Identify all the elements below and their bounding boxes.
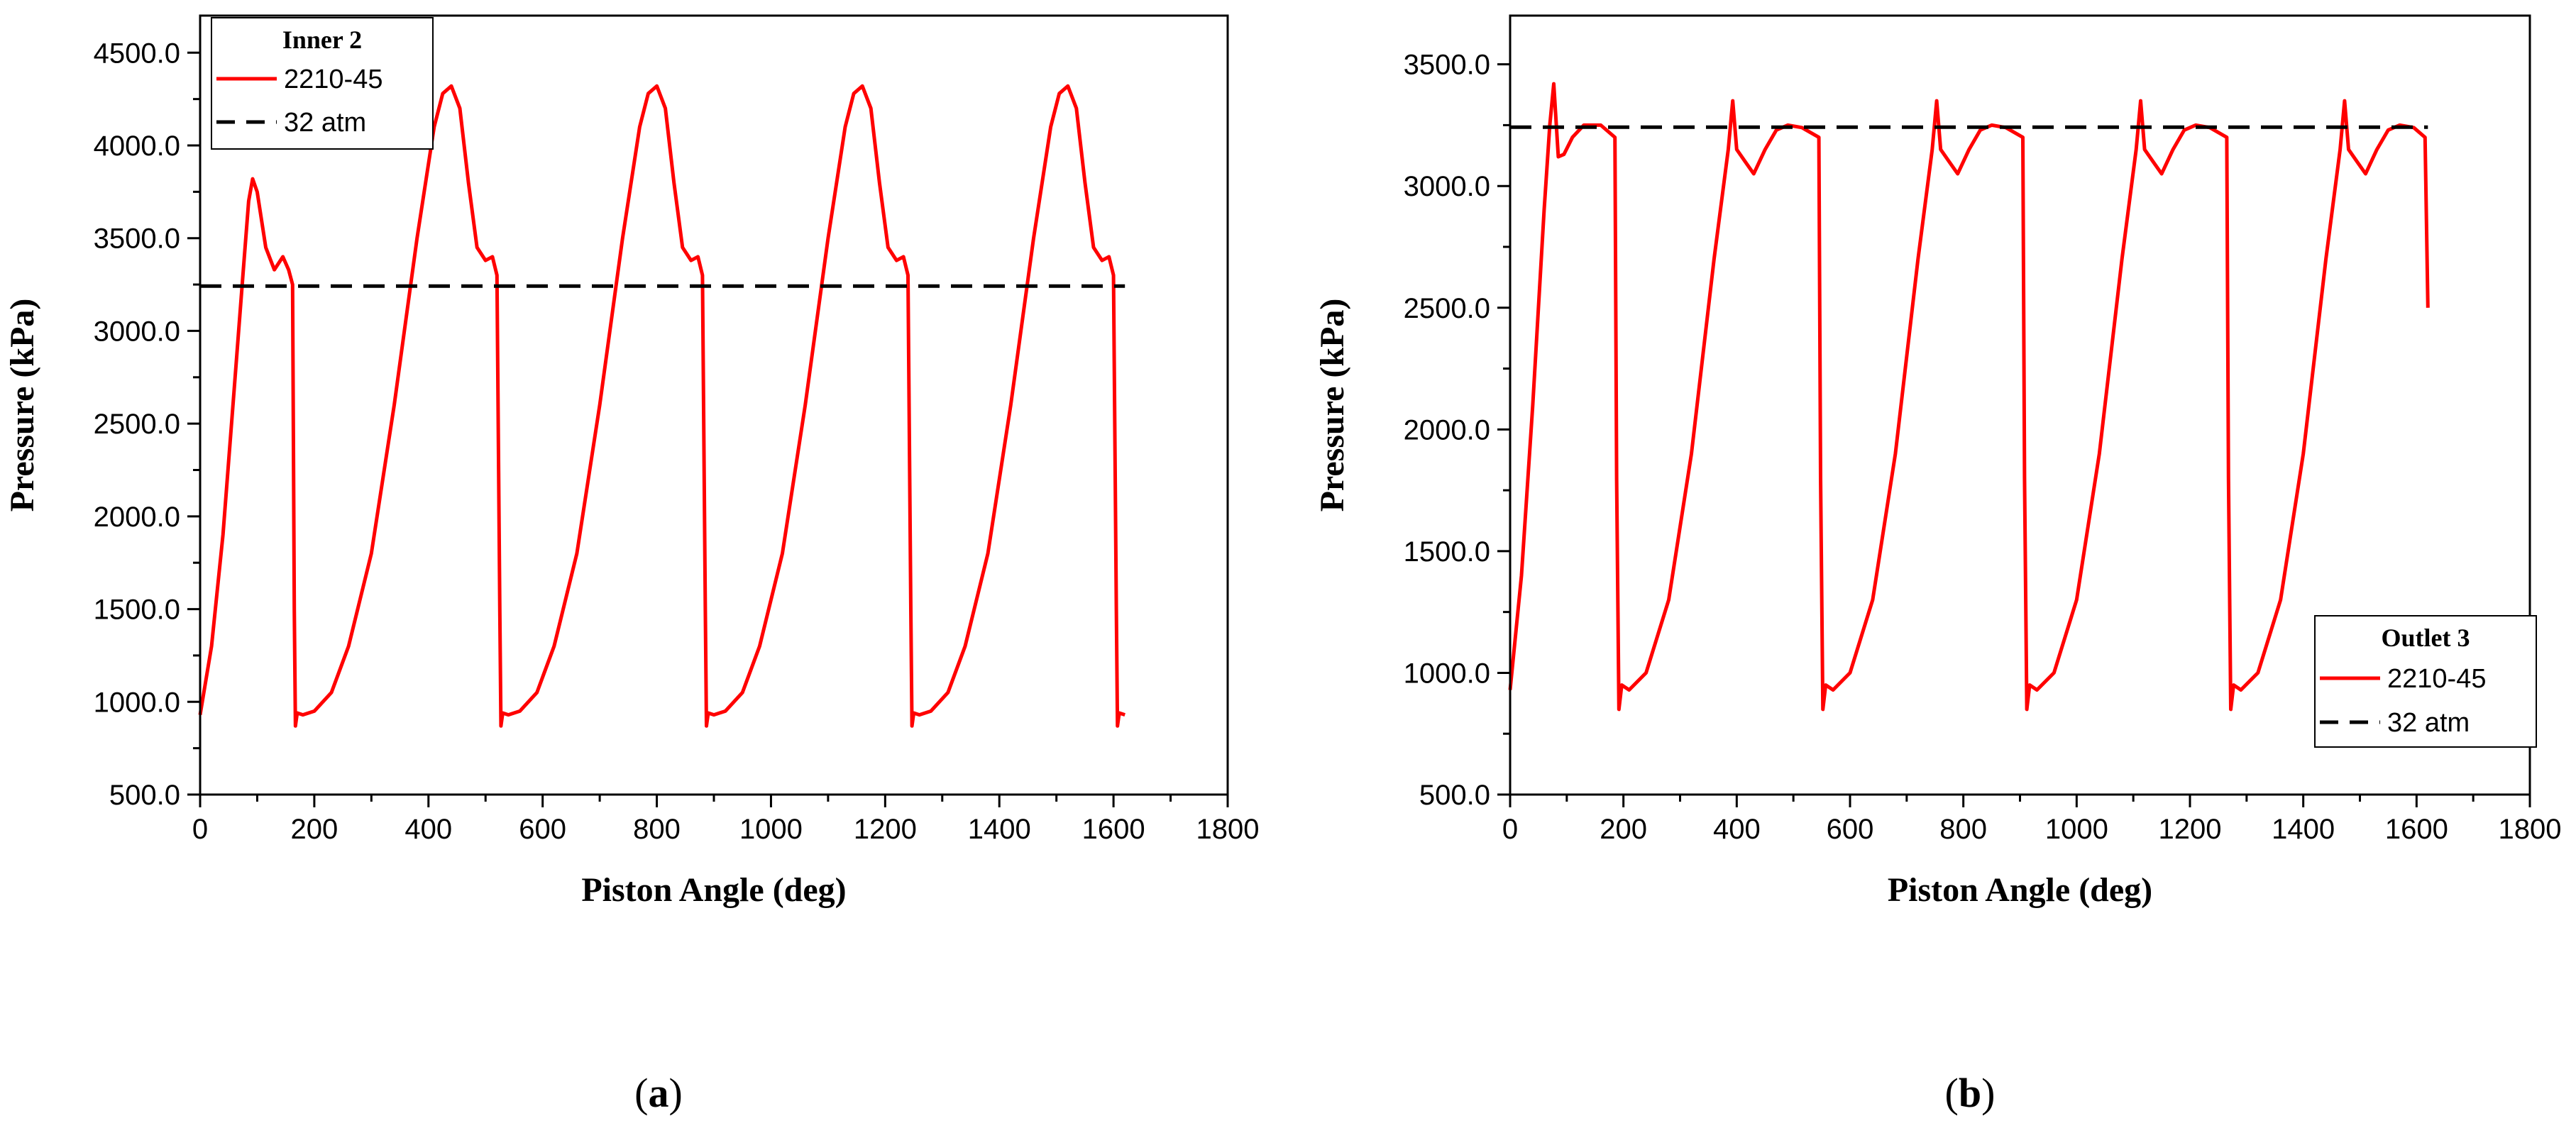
panel-label-a: (a) xyxy=(634,1070,683,1116)
panel-label-b: (b) xyxy=(1945,1070,1996,1116)
y-tick-label: 3500.0 xyxy=(1404,50,1490,81)
x-tick-label: 200 xyxy=(291,814,338,845)
x-axis-title-b: Piston Angle (deg) xyxy=(1888,871,2152,909)
x-tick-label: 600 xyxy=(519,814,566,845)
y-tick-label: 1500.0 xyxy=(1404,536,1490,568)
x-axis-ticks-a: 0 200 400 600 800 1000 1200 1400 1600 1800 xyxy=(192,795,1260,845)
x-tick-label: 1000 xyxy=(739,814,803,845)
y-tick-label: 3000.0 xyxy=(1404,171,1490,202)
panel-label-a-close: ) xyxy=(669,1070,683,1116)
y-tick-label: 2000.0 xyxy=(1404,414,1490,446)
x-tick-label: 1400 xyxy=(968,814,1031,845)
series-line-a-pressure-2210-45 xyxy=(198,84,1125,728)
x-tick-label: 800 xyxy=(1939,814,1987,845)
legend-entry-b-2: 32 atm xyxy=(2387,708,2470,738)
chart-panel-b: 0 200 400 600 800 1000 1200 1400 1600 1800 500.0 1… xyxy=(1314,14,2562,1116)
x-tick-label: 1400 xyxy=(2272,814,2335,845)
y-tick-label: 3500.0 xyxy=(94,223,180,255)
y-tick-label: 500.0 xyxy=(109,780,180,811)
legend-entry-a-2: 32 atm xyxy=(284,108,366,138)
x-tick-label: 200 xyxy=(1600,814,1647,845)
x-axis-ticks-b: 0 200 400 600 800 1000 1200 1400 1600 1800 xyxy=(1502,795,2562,845)
y-axis-ticks-b: 500.0 1000.0 1500.0 2000.0 2500.0 3000.0 3500.… xyxy=(1404,50,1510,811)
plot-series-b xyxy=(1508,82,2430,712)
x-tick-label: 1000 xyxy=(2045,814,2108,845)
legend-b: Outlet 3 2210-45 32 atm xyxy=(2314,615,2537,748)
plot-series-a xyxy=(198,84,1125,728)
x-tick-label: 1600 xyxy=(1082,814,1145,845)
legend-box-b xyxy=(2314,615,2537,748)
panel-label-b-close: ) xyxy=(1981,1070,1995,1116)
y-tick-label: 4500.0 xyxy=(94,38,180,69)
legend-title-b: Outlet 3 xyxy=(2382,624,2470,652)
legend-entry-a-1: 2210-45 xyxy=(284,65,382,94)
panel-label-a-open: ( xyxy=(634,1070,648,1116)
x-tick-label: 1200 xyxy=(2159,814,2222,845)
x-tick-label: 1200 xyxy=(854,814,917,845)
x-tick-label: 800 xyxy=(633,814,681,845)
y-tick-label: 2500.0 xyxy=(94,409,180,440)
y-tick-label: 1000.0 xyxy=(94,687,180,718)
chart-panel-a: 0 200 400 600 800 1000 1200 1400 1600 1800 500.0 1… xyxy=(4,14,1260,1116)
y-tick-label: 2500.0 xyxy=(1404,293,1490,324)
y-tick-label: 1000.0 xyxy=(1404,658,1490,689)
panel-label-b-letter: b xyxy=(1959,1070,1981,1116)
x-tick-label: 400 xyxy=(1713,814,1761,845)
y-axis-title-a: Pressure (kPa) xyxy=(4,299,41,512)
x-axis-title-a: Piston Angle (deg) xyxy=(581,871,846,909)
legend-entry-b-1: 2210-45 xyxy=(2387,664,2486,694)
y-tick-label: 4000.0 xyxy=(94,131,180,162)
x-tick-label: 1800 xyxy=(1196,814,1260,845)
y-tick-label: 3000.0 xyxy=(94,316,180,347)
x-tick-label: 1800 xyxy=(2499,814,2562,845)
x-tick-label: 400 xyxy=(404,814,452,845)
panel-label-b-open: ( xyxy=(1945,1070,1959,1116)
panel-label-a-letter: a xyxy=(649,1070,669,1116)
legend-title-a: Inner 2 xyxy=(282,26,362,54)
series-line-b-pressure-2210-45 xyxy=(1508,82,2430,712)
y-axis-ticks-a: 500.0 1000.0 1500.0 2000.0 2500.0 3000.0 3500.… xyxy=(94,38,200,811)
y-tick-label: 500.0 xyxy=(1419,780,1490,811)
y-axis-title-b: Pressure (kPa) xyxy=(1314,299,1351,512)
x-tick-label: 0 xyxy=(1502,814,1518,845)
x-tick-label: 600 xyxy=(1827,814,1874,845)
x-tick-label: 1600 xyxy=(2385,814,2448,845)
legend-a: Inner 2 2210-45 32 atm xyxy=(211,17,434,150)
y-tick-label: 2000.0 xyxy=(94,502,180,533)
y-tick-label: 1500.0 xyxy=(94,595,180,626)
x-tick-label: 0 xyxy=(192,814,208,845)
legend-box-a xyxy=(211,17,434,150)
